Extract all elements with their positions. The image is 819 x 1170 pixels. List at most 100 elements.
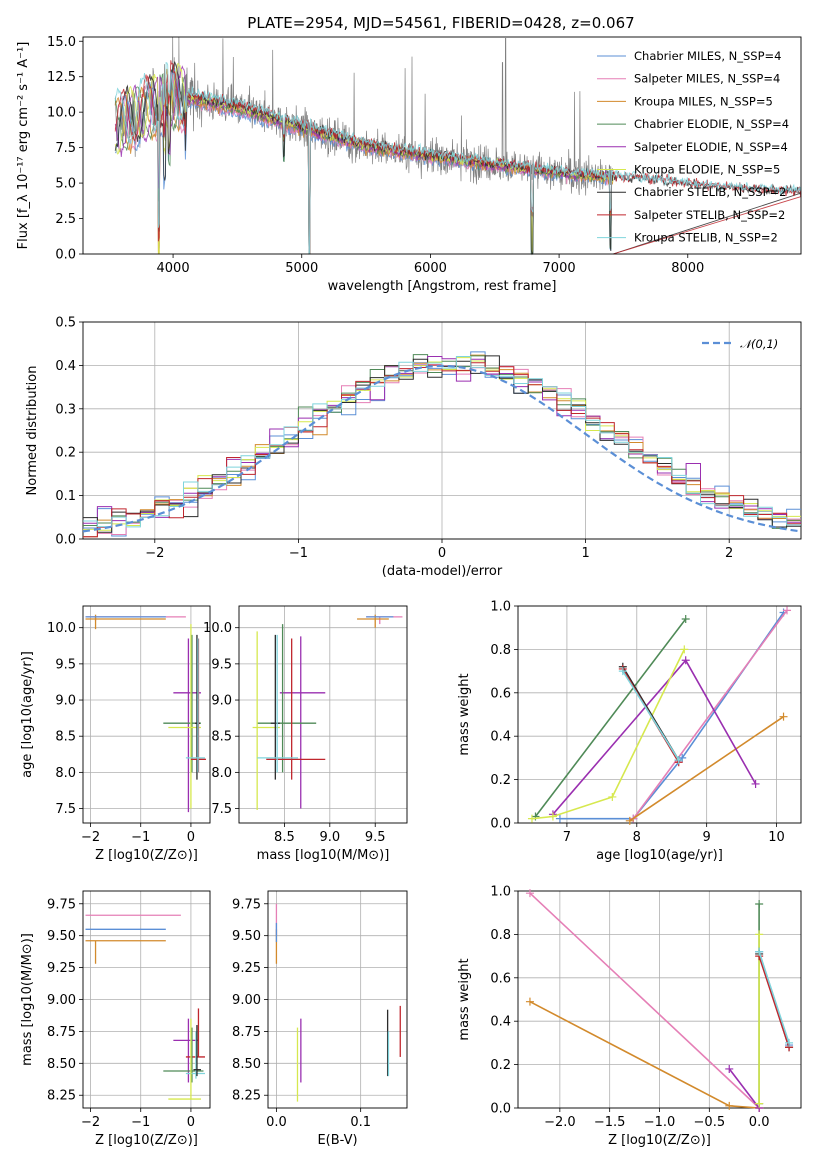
weight-point-marker	[680, 645, 689, 654]
weight-point-marker	[755, 947, 764, 956]
legend-label: Kroupa ELODIE, N_SSP=5	[634, 163, 780, 177]
weight-line	[758, 951, 790, 1044]
x-tick-label: −1	[131, 830, 150, 845]
x-axis-label: (data-model)/error	[382, 564, 503, 579]
y-tick-label: 10.0	[47, 621, 76, 636]
weight-point-marker	[625, 816, 634, 825]
y-tick-label: 8.0	[55, 766, 76, 781]
x-tick-label: 9	[703, 830, 711, 845]
y-tick-label: 12.5	[47, 70, 76, 85]
axes-frame	[82, 36, 802, 255]
errorbar-points	[252, 614, 403, 810]
x-tick-label: 0	[187, 830, 195, 845]
y-tick-label: 7.5	[211, 802, 232, 817]
y-tick-label: 9.25	[232, 961, 261, 976]
x-tick-label: −2	[81, 830, 100, 845]
y-tick-label: 9.00	[47, 993, 76, 1008]
x-tick-label: −0.5	[694, 1115, 726, 1130]
y-tick-label: 8.75	[47, 1025, 76, 1040]
x-tick-label: 1	[581, 546, 589, 561]
weight-point-marker	[525, 997, 534, 1006]
weight-series	[527, 606, 792, 825]
x-tick-label: −2	[81, 1115, 100, 1130]
weight-point-marker	[785, 1038, 794, 1047]
y-tick-label: 0.0	[490, 817, 511, 832]
y-tick-label: 8.25	[232, 1089, 261, 1104]
y-tick-label: 0.2	[490, 773, 511, 788]
y-tick-label: 0.4	[490, 730, 511, 745]
x-tick-label: 9.5	[365, 830, 386, 845]
y-tick-label: 9.75	[47, 897, 76, 912]
x-tick-label: 0.0	[266, 1115, 287, 1130]
y-tick-label: 9.00	[232, 993, 261, 1008]
axes-frame	[82, 890, 211, 1109]
weight-point-marker	[681, 656, 690, 665]
weight-point-marker	[779, 712, 788, 721]
y-tick-label: 9.5	[211, 657, 232, 672]
x-tick-label: 10	[768, 830, 785, 845]
grid	[239, 606, 407, 823]
legend: Chabrier MILES, N_SSP=4 Salpeter MILES, N…	[597, 49, 789, 245]
x-tick-label: 4000	[157, 261, 190, 276]
weight-point-marker	[608, 792, 617, 801]
axes-frame	[238, 605, 408, 824]
panel-age-vs-metallicity: −2 −1 0 7.5 8.0 8.5 9.0 9.5 10.0 Z [log10(Z/Z⊙)] a…	[20, 605, 211, 863]
legend-label: Kroupa MILES, N_SSP=5	[634, 94, 773, 108]
y-tick-label: 10.0	[203, 621, 232, 636]
weight-line	[529, 892, 760, 1109]
y-axis-label: mass [log10(M/M⊙)]	[20, 933, 35, 1066]
x-tick-label: 7	[563, 830, 571, 845]
y-tick-label: 8.50	[47, 1057, 76, 1072]
model-spectrum-line	[114, 61, 802, 255]
weight-line	[728, 1068, 760, 1109]
axes-frame	[517, 605, 802, 824]
x-tick-label: −1.0	[644, 1115, 676, 1130]
x-axis-label: age [log10(age/yr)]	[596, 848, 723, 863]
errorbar-points	[85, 914, 205, 1100]
x-tick-label: −2	[145, 546, 164, 561]
y-tick-label: 0.2	[55, 446, 76, 461]
weight-point-marker	[618, 667, 627, 676]
y-tick-label: 9.50	[232, 929, 261, 944]
legend-label: Salpeter ELODIE, N_SSP=4	[634, 140, 788, 154]
x-axis-label: Z [log10(Z/Z⊙)]	[95, 1133, 198, 1148]
y-tick-label: 8.5	[55, 730, 76, 745]
y-tick-label: 0.6	[490, 971, 511, 986]
y-tick-label: 8.25	[47, 1089, 76, 1104]
panel-mass-vs-extinction: 0.0 0.1 8.25 8.50 8.75 9.00 9.25 9.50 9.75 E(B-V)	[232, 890, 408, 1148]
x-tick-label: 8.5	[274, 830, 295, 845]
weight-point-marker	[725, 1064, 734, 1073]
y-tick-label: 0.8	[490, 643, 511, 658]
weight-point-marker	[755, 1099, 764, 1108]
weight-line	[534, 618, 687, 817]
legend-label: Kroupa STELIB, N_SSP=2	[634, 231, 778, 245]
axes-frame	[82, 321, 802, 540]
legend-label: 𝒩(0,1)	[740, 337, 778, 351]
x-tick-label: 9.0	[319, 830, 340, 845]
panel-spectrum: 4000 5000 6000 7000 8000 0.0 2.5 5.0 7.5 10.0 12.5…	[16, 14, 802, 294]
y-tick-label: 0.1	[55, 489, 76, 504]
panel-age-vs-mass: 8.5 9.0 9.5 7.5 8.0 8.5 9.0 9.5 10.0 mass [log10(…	[203, 605, 408, 863]
axes-frame	[267, 890, 408, 1109]
y-tick-label: 0.4	[55, 359, 76, 374]
y-tick-label: 0.3	[55, 402, 76, 417]
x-tick-label: −1.5	[594, 1115, 626, 1130]
y-tick-label: 0.2	[490, 1058, 511, 1073]
weight-series	[525, 889, 794, 1112]
y-tick-label: 9.0	[211, 694, 232, 709]
x-tick-label: 0	[438, 546, 446, 561]
x-axis-label: mass [log10(M/M⊙)]	[257, 848, 390, 863]
weight-point-marker	[527, 814, 536, 823]
y-axis-label: Flux [f_λ 10⁻¹⁷ erg cm⁻² s⁻¹ A⁻¹]	[16, 42, 31, 250]
y-axis-label: age [log10(age/yr)]	[20, 651, 35, 778]
y-tick-label: 8.0	[211, 766, 232, 781]
errorbar-points	[275, 903, 401, 1102]
x-tick-label: 6000	[414, 261, 447, 276]
weight-line	[531, 649, 686, 820]
histogram-step-line	[83, 356, 801, 524]
chart-title: PLATE=2954, MJD=54561, FIBERID=0428, z=0…	[247, 14, 634, 32]
y-tick-label: 7.5	[55, 802, 76, 817]
axes-frame	[517, 890, 802, 1109]
legend-label: Salpeter STELIB, N_SSP=2	[634, 208, 785, 222]
